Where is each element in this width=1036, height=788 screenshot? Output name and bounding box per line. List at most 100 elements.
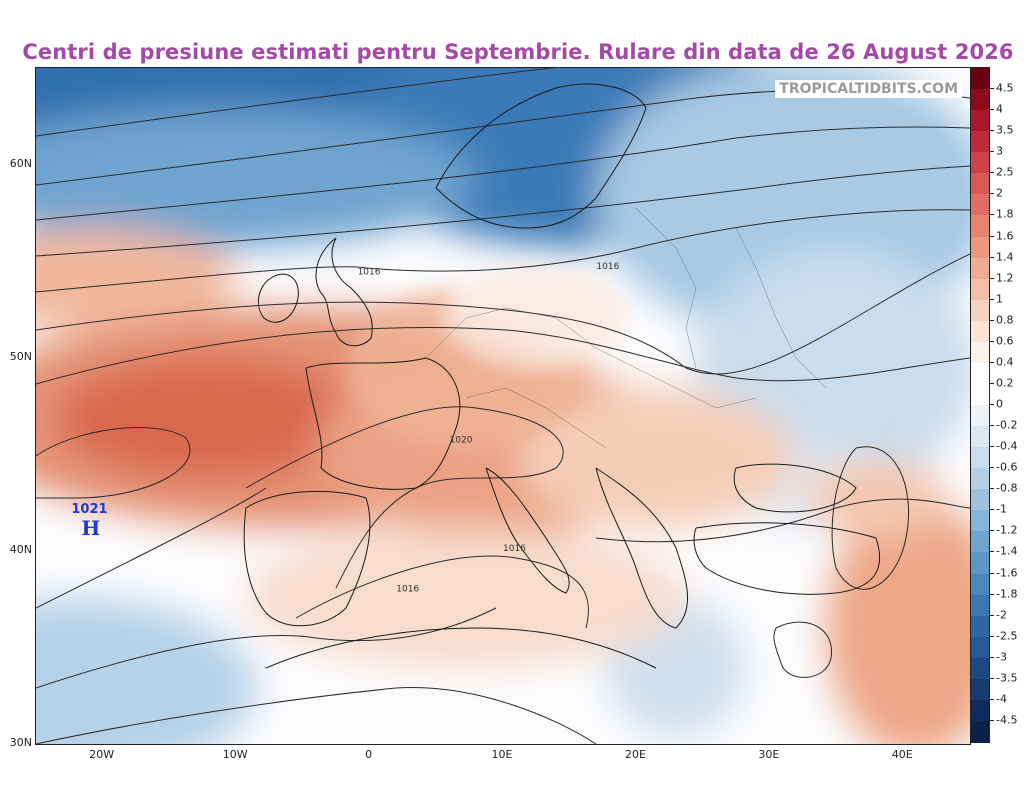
border-lines — [425, 307, 757, 409]
colorbar-tick — [989, 467, 994, 469]
colorbar-label: 2.5 — [996, 165, 1014, 179]
colorbar-segment — [971, 383, 989, 406]
colorbar-label: 3.5 — [996, 123, 1014, 137]
isobar-line — [831, 446, 910, 590]
colorbar-label: 1.2 — [996, 271, 1014, 285]
longitude-tick-label: 10E — [491, 748, 513, 761]
isobar-line — [36, 165, 970, 257]
colorbar-tick — [989, 235, 994, 237]
isobar-line — [36, 68, 556, 137]
colorbar-segment — [971, 173, 989, 195]
colorbar-segment — [971, 405, 989, 427]
isobar-line — [36, 253, 970, 375]
isobar-label: 1016 — [503, 544, 526, 554]
longitude-tick-label: 20W — [89, 748, 115, 761]
colorbar-segment — [971, 573, 989, 596]
colorbar-tick — [989, 635, 994, 637]
colorbar-label: -1 — [996, 502, 1007, 516]
anomaly-map: 1016 1016 1020 1016 1016 — [36, 68, 970, 744]
map-panel: 1016 1016 1020 1016 1016 TROPICALTIDBITS.COM… — [35, 67, 971, 745]
colorbar-tick — [989, 172, 994, 174]
colorbar-label: -0.6 — [996, 460, 1018, 474]
colorbar-label: 4.5 — [996, 81, 1014, 95]
high-pressure-symbol: H — [81, 515, 101, 540]
colorbar-tick — [989, 677, 994, 679]
coastline-ireland — [257, 273, 299, 323]
longitude-tick-label: 20E — [624, 748, 646, 761]
colorbar-tick — [989, 509, 994, 511]
colorbar-tick — [989, 572, 994, 574]
colorbar-segment — [971, 447, 989, 469]
isobar-line — [36, 687, 597, 744]
coastline-italy — [485, 467, 570, 594]
colorbar-label: -1.8 — [996, 587, 1018, 601]
colorbar-segment — [971, 68, 989, 90]
colorbar-segment — [971, 531, 989, 553]
colorbar-tick — [989, 256, 994, 258]
colorbar-label: 0.8 — [996, 313, 1014, 327]
colorbar-segment — [971, 636, 989, 659]
colorbar-label: 0.6 — [996, 334, 1014, 348]
colorbar-label: 1.8 — [996, 207, 1014, 221]
colorbar-segment — [971, 110, 989, 132]
colorbar-segment — [971, 552, 989, 574]
coastline-turkey — [693, 522, 881, 595]
colorbar-label: -3 — [996, 650, 1007, 664]
isobar-line — [595, 498, 970, 543]
colorbar-tick — [989, 719, 994, 721]
colorbar-label: -2 — [996, 608, 1007, 622]
chart-title: Centri de presiune estimati pentru Septe… — [22, 40, 1014, 64]
colorbar-label: 1.4 — [996, 250, 1014, 264]
colorbar-label: -3.5 — [996, 671, 1018, 685]
coastline-north-africa — [265, 627, 657, 669]
colorbar-segment — [971, 341, 989, 364]
colorbar-tick — [989, 593, 994, 595]
isobar-line — [36, 209, 970, 293]
colorbar-tick — [989, 698, 994, 700]
colorbar-segment — [971, 678, 989, 701]
colorbar-label: 0 — [996, 397, 1003, 411]
longitude-tick-label: 40E — [891, 748, 913, 761]
isobar-labels: 1016 1016 1020 1016 1016 — [358, 262, 620, 595]
colorbar-tick — [989, 425, 994, 427]
colorbar-tick — [989, 319, 994, 321]
isobar-line — [295, 555, 589, 629]
colorbar-label: -0.8 — [996, 481, 1018, 495]
colorbar-segment — [971, 257, 989, 280]
colorbar-label: -4.5 — [996, 713, 1018, 727]
colorbar-label: 0.2 — [996, 376, 1014, 390]
colorbar-segment — [971, 510, 989, 532]
colorbar-segment — [971, 362, 989, 385]
colorbar-label: -0.2 — [996, 418, 1018, 432]
isobar-label: 1016 — [358, 268, 381, 278]
coastline-british-isles — [315, 237, 373, 347]
latitude-tick-label: 50N — [9, 349, 32, 363]
colorbar-segment — [971, 236, 989, 259]
coastline-balkans-greece — [595, 467, 689, 629]
isobar-label: 1020 — [450, 436, 473, 446]
colorbar-tick — [989, 214, 994, 216]
colorbar — [970, 67, 990, 743]
coastline-scandinavia — [435, 83, 647, 229]
longitude-tick-label: 0 — [365, 748, 373, 761]
isobar-line — [36, 607, 497, 689]
border-lines — [465, 387, 607, 449]
colorbar-tick — [989, 130, 994, 132]
colorbar-segment — [971, 320, 989, 343]
colorbar-tick — [989, 382, 994, 384]
colorbar-label: -1.4 — [996, 544, 1018, 558]
coastline-iberia — [243, 490, 371, 627]
colorbar-tick — [989, 488, 994, 490]
colorbar-label: 0.4 — [996, 355, 1014, 369]
colorbar-label: 2 — [996, 186, 1003, 200]
colorbar-tick — [989, 404, 994, 405]
colorbar-tick — [989, 361, 994, 363]
colorbar-tick — [989, 277, 994, 279]
colorbar-segment — [971, 468, 989, 490]
isobar-line — [36, 427, 191, 499]
colorbar-tick — [989, 88, 994, 90]
colorbar-segment — [971, 278, 989, 301]
colorbar-segment — [971, 152, 989, 174]
longitude-tick-label: 30E — [758, 748, 780, 761]
isobar-line — [773, 621, 832, 678]
